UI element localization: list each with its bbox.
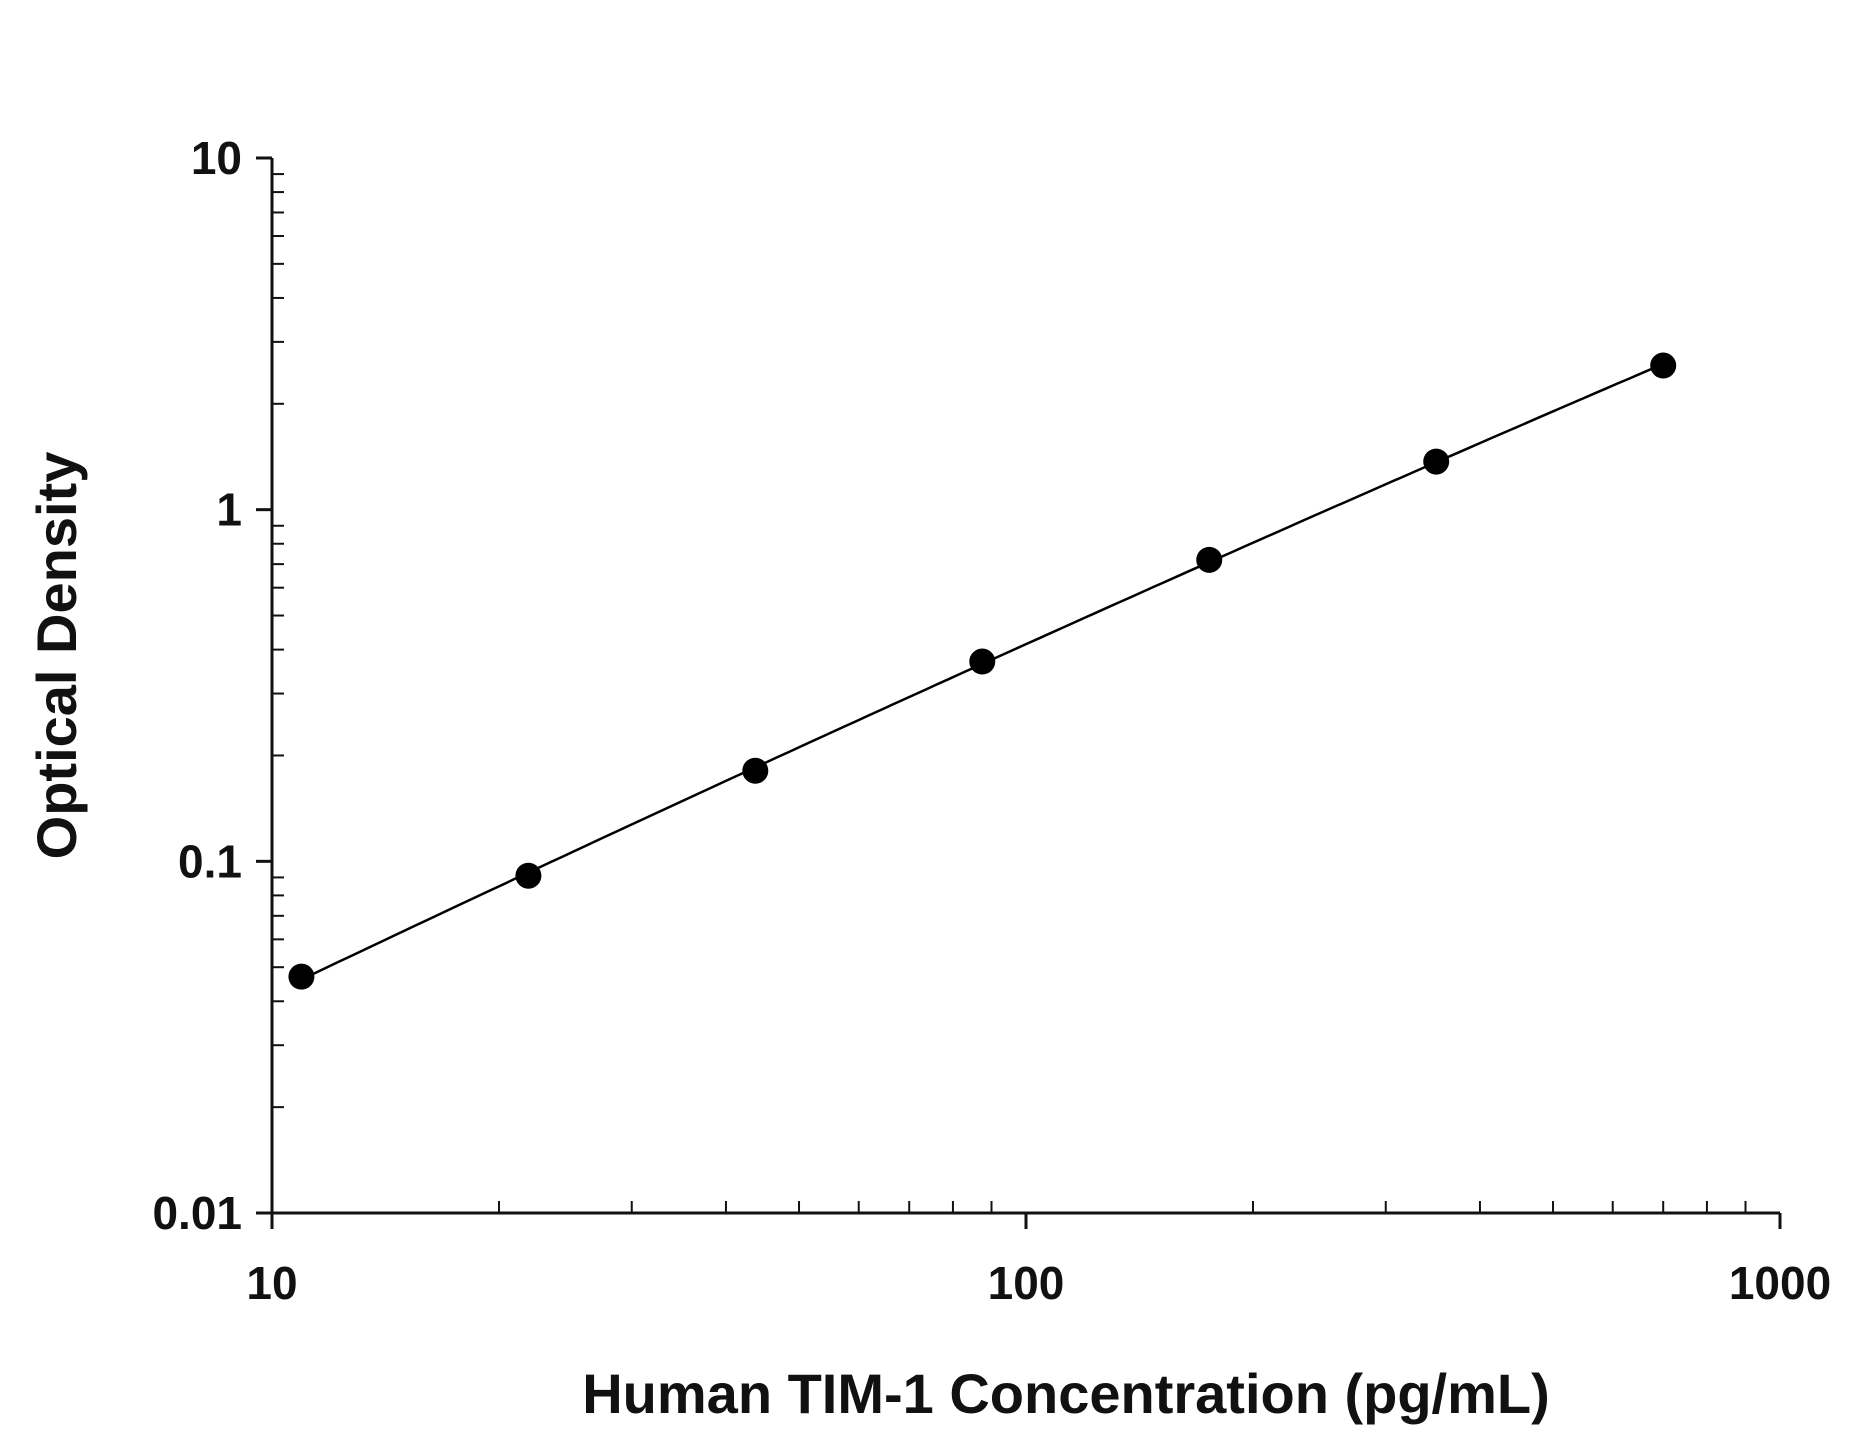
data-point	[1423, 448, 1450, 475]
x-tick-label: 10	[246, 1257, 297, 1309]
x-axis-title: Human TIM-1 Concentration (pg/mL)	[582, 1362, 1550, 1425]
y-tick-label: 1	[216, 484, 242, 536]
y-tick-label: 10	[191, 132, 242, 184]
data-point	[969, 648, 996, 675]
data-points	[288, 352, 1677, 990]
x-tick-label: 1000	[1729, 1257, 1831, 1309]
data-point	[1650, 352, 1677, 379]
y-tick-label: 0.1	[178, 835, 242, 887]
axes	[256, 156, 1782, 1229]
tick-labels: 0.01 0.1 1 10 10 100 1000	[152, 132, 1831, 1309]
data-point	[515, 862, 542, 889]
y-axis-title: Optical Density	[25, 452, 88, 860]
data-point	[288, 963, 315, 990]
y-tick-label: 0.01	[152, 1187, 242, 1239]
x-tick-label: 100	[988, 1257, 1065, 1309]
data-point	[742, 757, 769, 784]
data-point	[1196, 546, 1223, 573]
